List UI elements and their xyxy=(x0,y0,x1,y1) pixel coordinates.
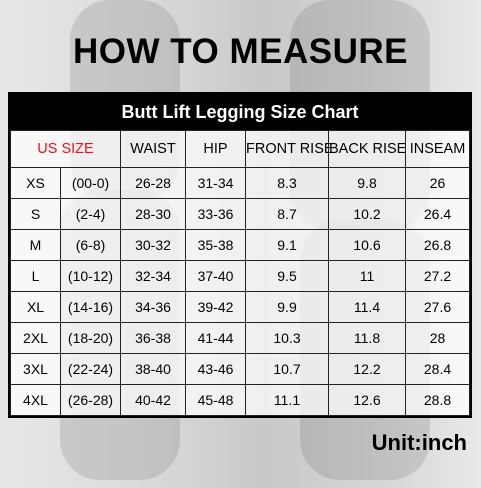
table-cell: 37-40 xyxy=(185,260,246,292)
table-cell: M xyxy=(10,229,61,261)
table-cell: 26.4 xyxy=(405,198,470,230)
table-cell: XL xyxy=(10,291,61,323)
table-cell: XS xyxy=(10,167,61,199)
table-cell: 40-42 xyxy=(120,384,186,416)
column-header: US SIZE xyxy=(10,130,121,168)
unit-note: Unit:inch xyxy=(371,430,467,455)
table-cell: (10-12) xyxy=(60,260,121,292)
table-cell: 31-34 xyxy=(185,167,246,199)
table-cell: (18-20) xyxy=(60,322,121,354)
table-cell: 34-36 xyxy=(120,291,186,323)
table-cell: 12.2 xyxy=(328,353,406,385)
column-header: BACK RISE xyxy=(328,130,406,168)
size-row: M (6-8) 30-32 35-38 9.1 10.6 26.8 xyxy=(10,229,470,261)
table-cell: 8.3 xyxy=(245,167,329,199)
size-row: L (10-12) 32-34 37-40 9.5 11 27.2 xyxy=(10,260,470,292)
table-cell: 11 xyxy=(328,260,406,292)
table-cell: L xyxy=(10,260,61,292)
table-cell: 27.6 xyxy=(405,291,470,323)
table-cell: 8.7 xyxy=(245,198,329,230)
table-cell: 10.2 xyxy=(328,198,406,230)
size-row: 3XL (22-24) 38-40 43-46 10.7 12.2 28.4 xyxy=(10,353,470,385)
table-cell: 11.4 xyxy=(328,291,406,323)
table-cell: 32-34 xyxy=(120,260,186,292)
table-cell: 4XL xyxy=(10,384,61,416)
table-cell: 26 xyxy=(405,167,470,199)
table-cell: 28 xyxy=(405,322,470,354)
chart-title: Butt Lift Legging Size Chart xyxy=(10,94,470,130)
table-cell: 36-38 xyxy=(120,322,186,354)
table-cell: 30-32 xyxy=(120,229,186,261)
column-header: HIP xyxy=(185,130,246,168)
table-cell: 9.8 xyxy=(328,167,406,199)
table-cell: 2XL xyxy=(10,322,61,354)
table-cell: 26.8 xyxy=(405,229,470,261)
column-header: INSEAM xyxy=(405,130,470,168)
size-row: 2XL (18-20) 36-38 41-44 10.3 11.8 28 xyxy=(10,322,470,354)
size-table: US SIZE WAIST HIP FRONT RISE BACK RISE INSEAM… xyxy=(10,130,470,416)
table-cell: 35-38 xyxy=(185,229,246,261)
table-cell: 43-46 xyxy=(185,353,246,385)
table-cell: (2-4) xyxy=(60,198,121,230)
size-row: XL (14-16) 34-36 39-42 9.9 11.4 27.6 xyxy=(10,291,470,323)
table-cell: 28-30 xyxy=(120,198,186,230)
table-cell: 11.1 xyxy=(245,384,329,416)
table-cell: 9.9 xyxy=(245,291,329,323)
table-cell: 10.6 xyxy=(328,229,406,261)
table-cell: 10.3 xyxy=(245,322,329,354)
size-chart: Butt Lift Legging Size Chart US SIZE WAIS… xyxy=(8,92,472,418)
table-cell: 11.8 xyxy=(328,322,406,354)
table-cell: 27.2 xyxy=(405,260,470,292)
table-cell: 10.7 xyxy=(245,353,329,385)
size-row: XS (00-0) 26-28 31-34 8.3 9.8 26 xyxy=(10,167,470,199)
column-header: FRONT RISE xyxy=(245,130,334,168)
table-cell: (26-28) xyxy=(60,384,121,416)
table-cell: 33-36 xyxy=(185,198,246,230)
size-row: 4XL (26-28) 40-42 45-48 11.1 12.6 28.8 xyxy=(10,384,470,416)
table-cell: 28.8 xyxy=(405,384,470,416)
page-title: HOW TO MEASURE xyxy=(73,32,408,71)
table-cell: 3XL xyxy=(10,353,61,385)
table-cell: (00-0) xyxy=(60,167,121,199)
table-cell: 28.4 xyxy=(405,353,470,385)
table-cell: 39-42 xyxy=(185,291,246,323)
table-cell: S xyxy=(10,198,61,230)
table-cell: (14-16) xyxy=(60,291,121,323)
table-cell: 41-44 xyxy=(185,322,246,354)
table-cell: 12.6 xyxy=(328,384,406,416)
header-row: US SIZE WAIST HIP FRONT RISE BACK RISE INSEAM xyxy=(10,130,470,168)
table-cell: 9.1 xyxy=(245,229,329,261)
table-cell: (6-8) xyxy=(60,229,121,261)
column-header: WAIST xyxy=(120,130,186,168)
size-row: S (2-4) 28-30 33-36 8.7 10.2 26.4 xyxy=(10,198,470,230)
table-cell: 26-28 xyxy=(120,167,186,199)
table-cell: 9.5 xyxy=(245,260,329,292)
table-cell: (22-24) xyxy=(60,353,121,385)
table-cell: 38-40 xyxy=(120,353,186,385)
table-cell: 45-48 xyxy=(185,384,246,416)
